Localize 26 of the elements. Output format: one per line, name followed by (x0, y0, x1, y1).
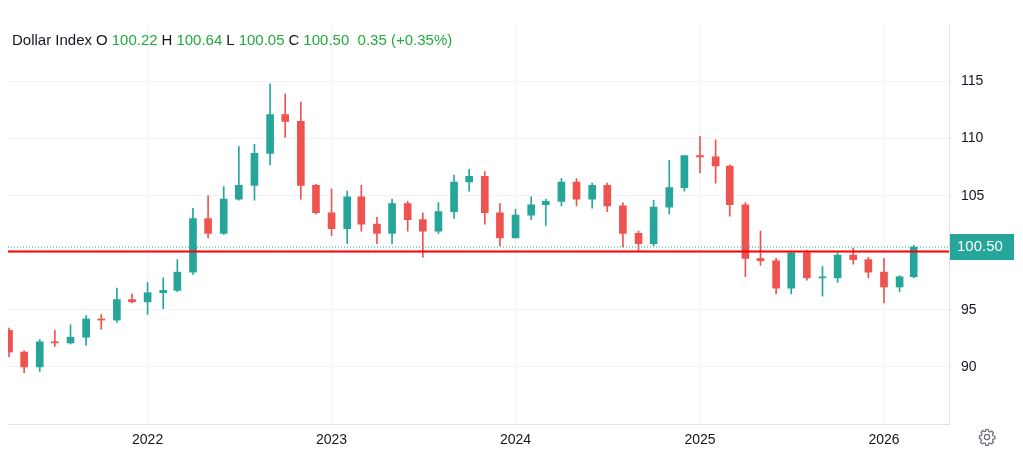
chart-title: Dollar Index (12, 31, 93, 48)
y-tick-label: 110 (961, 129, 984, 146)
x-tick-label: 2024 (499, 431, 532, 448)
x-tick-label: 2025 (684, 431, 716, 448)
annotation: C (288, 31, 300, 48)
annotation: O (96, 31, 108, 48)
candlestick (51, 330, 59, 347)
candlestick (235, 146, 243, 201)
annotation: 100.05 (238, 31, 285, 48)
annotation: H (161, 31, 173, 48)
candlestick (159, 277, 168, 310)
candlestick (541, 198, 550, 226)
annotation: L (226, 31, 235, 48)
y-tick-label: 90 (961, 357, 977, 374)
y-tick-label: 105 (961, 186, 985, 203)
ref-line-label: 100.50 (957, 237, 1003, 255)
x-tick-label: 2022 (132, 431, 164, 448)
annotation: 100.50 0.35 (+0.35%) (303, 31, 453, 48)
annotation: 100.64 (176, 31, 223, 48)
y-tick-label: 95 (961, 300, 977, 317)
annotation: 100.22 (111, 31, 158, 48)
y-tick-label: 115 (961, 72, 984, 89)
x-tick-label: 2023 (316, 431, 348, 448)
candlestick (281, 93, 290, 138)
candlestick (696, 135, 704, 174)
x-tick-label: 2026 (868, 431, 900, 448)
